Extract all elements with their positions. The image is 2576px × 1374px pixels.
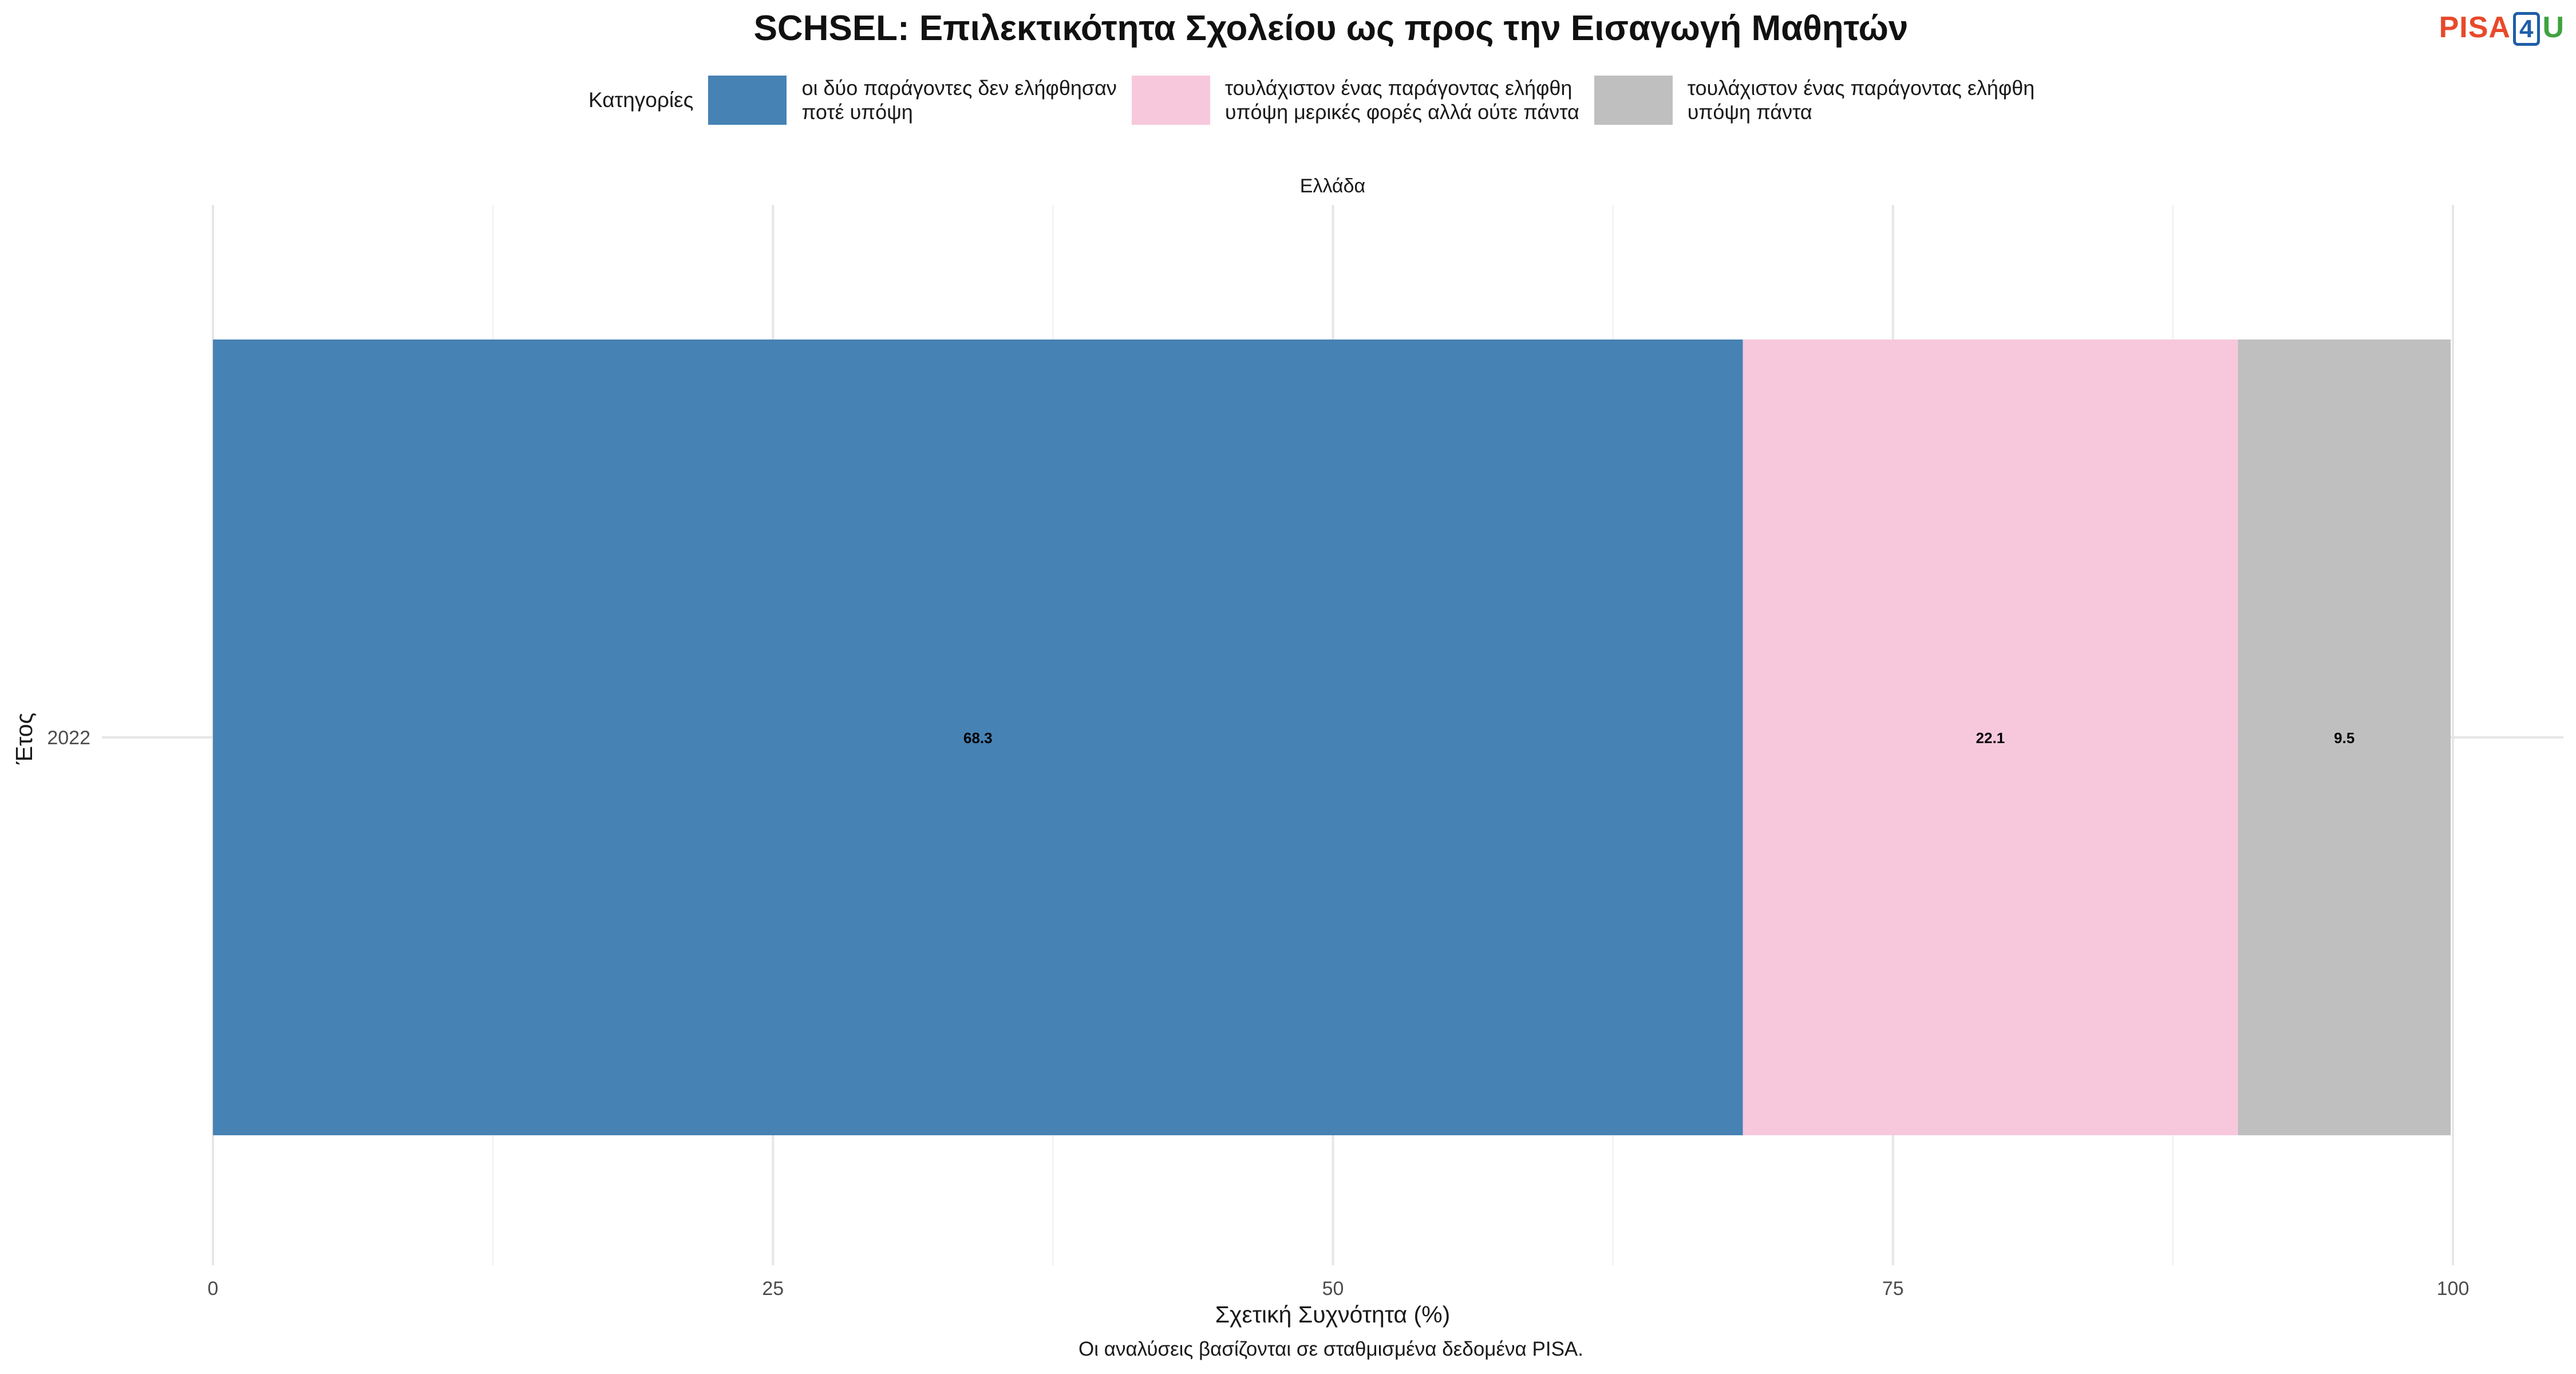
legend-item: οι δύο παράγοντες δεν ελήφθησαν ποτέ υπό… xyxy=(708,76,1117,125)
logo-part-u: U xyxy=(2542,11,2565,44)
legend-item: τουλάχιστον ένας παράγοντας ελήφθη υπόψη… xyxy=(1594,76,2035,125)
legend-label: οι δύο παράγοντες δεν ελήφθησαν ποτέ υπό… xyxy=(801,76,1117,124)
x-tick-label: 50 xyxy=(1322,1278,1344,1300)
logo-part-pisa: PISA xyxy=(2439,11,2511,44)
bar-segment xyxy=(213,339,1743,1135)
legend-swatch xyxy=(1594,76,1673,125)
facet-label: Ελλάδα xyxy=(1300,175,1365,197)
data-label: 68.3 xyxy=(963,729,993,747)
legend-item: τουλάχιστον ένας παράγοντας ελήφθη υπόψη… xyxy=(1131,76,1579,125)
pisa4u-logo: PISA 4 U xyxy=(2439,10,2565,46)
chart-title: SCHSEL: Επιλεκτικότητα Σχολείου ως προς … xyxy=(753,9,1909,48)
bar-segment xyxy=(1743,339,2238,1135)
x-tick-label: 25 xyxy=(762,1278,784,1300)
legend-label: τουλάχιστον ένας παράγοντας ελήφθη υπόψη… xyxy=(1687,76,2035,124)
legend-title: Κατηγορίες xyxy=(588,88,694,112)
bars: 68.3 22.1 9.5 xyxy=(213,339,2451,1135)
x-tick-label: 0 xyxy=(208,1278,219,1300)
legend-label: τουλάχιστον ένας παράγοντας ελήφθη υπόψη… xyxy=(1224,76,1579,124)
x-tick-label: 75 xyxy=(1882,1278,1904,1300)
y-tick-label: 2022 xyxy=(47,727,90,749)
legend-swatch xyxy=(1131,76,1210,125)
y-axis-title: Έτος xyxy=(11,713,37,765)
data-label: 9.5 xyxy=(2334,729,2354,747)
legend-swatch xyxy=(708,76,787,125)
chart-legend: Κατηγορίες οι δύο παράγοντες δεν ελήφθησ… xyxy=(588,76,2049,125)
axes: 0 25 50 75 100 2022 xyxy=(47,727,2469,1300)
chart-caption: Οι αναλύσεις βασίζονται σε σταθμισμένα δ… xyxy=(1078,1338,1583,1360)
bar-segment xyxy=(2238,339,2451,1135)
data-label: 22.1 xyxy=(1976,729,2005,747)
x-tick-label: 100 xyxy=(2437,1278,2470,1300)
x-axis-title: Σχετική Συχνότητα (%) xyxy=(1215,1301,1451,1328)
logo-part-four: 4 xyxy=(2512,12,2541,46)
